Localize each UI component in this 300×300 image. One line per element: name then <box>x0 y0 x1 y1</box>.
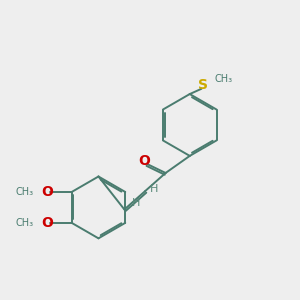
Text: O: O <box>138 154 150 168</box>
Text: H: H <box>150 184 158 194</box>
Text: CH₃: CH₃ <box>214 74 232 84</box>
Text: S: S <box>198 78 208 92</box>
Text: H: H <box>131 198 140 208</box>
Text: CH₃: CH₃ <box>15 187 33 197</box>
Text: O: O <box>42 216 53 230</box>
Text: CH₃: CH₃ <box>15 218 33 228</box>
Text: O: O <box>42 185 53 199</box>
